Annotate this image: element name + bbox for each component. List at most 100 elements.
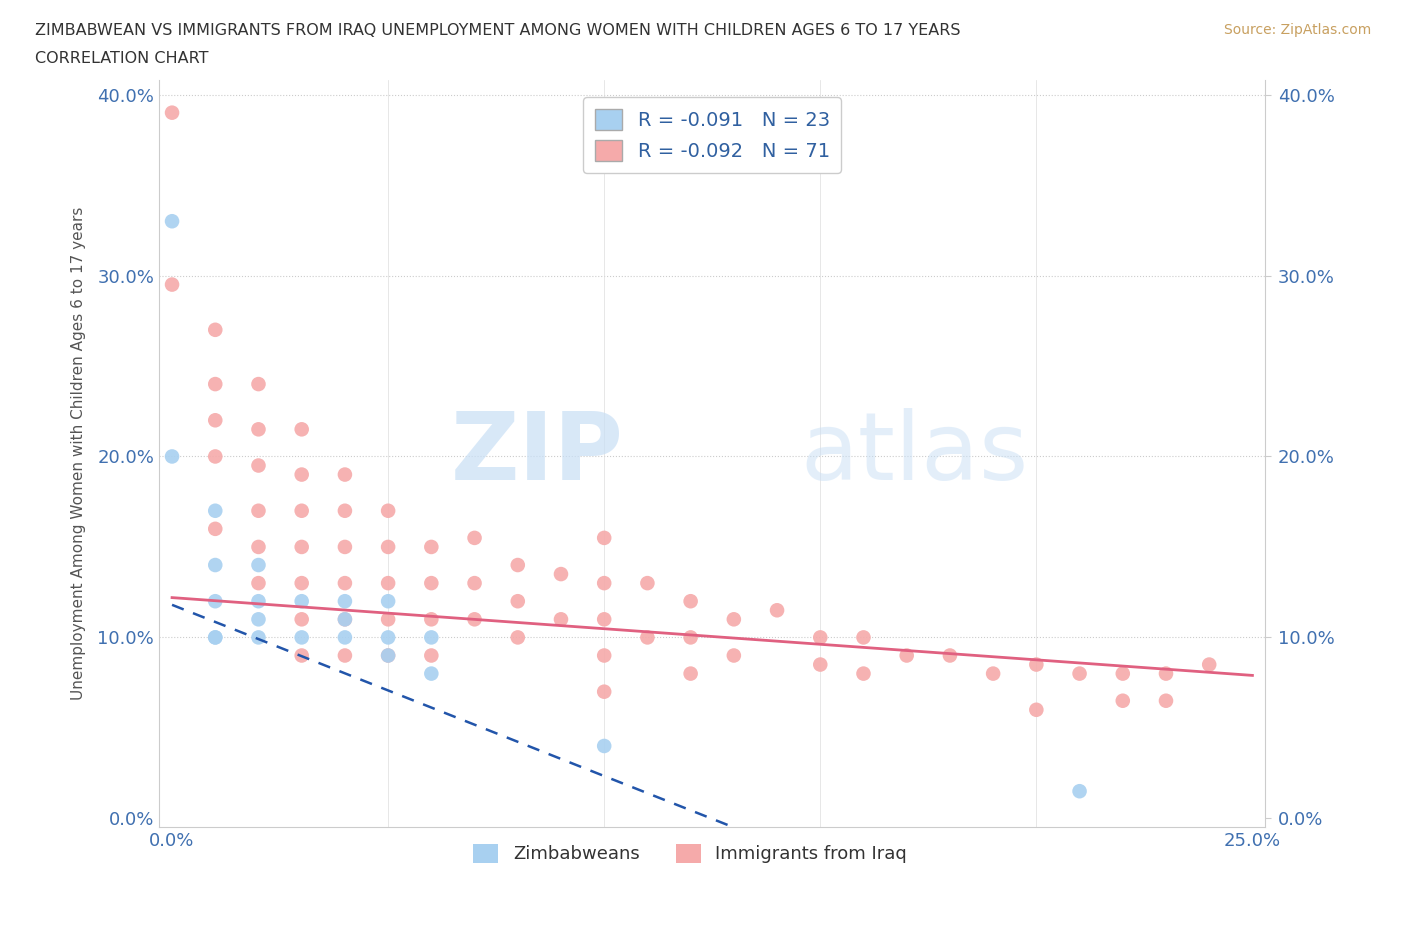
Point xyxy=(204,449,226,464)
Point xyxy=(247,422,270,437)
Point xyxy=(723,612,745,627)
Point xyxy=(420,666,443,681)
Point xyxy=(420,576,443,591)
Point xyxy=(377,503,399,518)
Point xyxy=(204,377,226,392)
Point xyxy=(766,603,789,618)
Point xyxy=(808,658,831,672)
Point xyxy=(464,612,486,627)
Point xyxy=(636,630,658,644)
Point xyxy=(420,539,443,554)
Point xyxy=(204,558,226,573)
Point xyxy=(1112,666,1135,681)
Point xyxy=(464,530,486,545)
Point xyxy=(247,503,270,518)
Point xyxy=(1198,658,1220,672)
Point xyxy=(1154,693,1177,708)
Point xyxy=(160,214,183,229)
Point xyxy=(852,630,875,644)
Point xyxy=(333,503,356,518)
Point xyxy=(420,630,443,644)
Point xyxy=(679,630,702,644)
Point xyxy=(506,630,529,644)
Point xyxy=(247,377,270,392)
Point xyxy=(550,612,572,627)
Point xyxy=(333,467,356,482)
Point xyxy=(723,648,745,663)
Point xyxy=(420,648,443,663)
Point xyxy=(291,648,314,663)
Point xyxy=(593,648,616,663)
Point xyxy=(593,738,616,753)
Point xyxy=(593,612,616,627)
Point xyxy=(636,576,658,591)
Point xyxy=(291,467,314,482)
Point xyxy=(464,576,486,591)
Point xyxy=(593,530,616,545)
Point xyxy=(377,593,399,608)
Point xyxy=(333,593,356,608)
Point xyxy=(291,593,314,608)
Point xyxy=(333,576,356,591)
Point xyxy=(1025,658,1047,672)
Point xyxy=(204,323,226,338)
Point xyxy=(291,422,314,437)
Point xyxy=(852,666,875,681)
Point xyxy=(247,539,270,554)
Point xyxy=(939,648,962,663)
Point xyxy=(333,648,356,663)
Point xyxy=(333,539,356,554)
Legend: Zimbabweans, Immigrants from Iraq: Zimbabweans, Immigrants from Iraq xyxy=(465,836,914,870)
Point xyxy=(377,648,399,663)
Point xyxy=(247,630,270,644)
Point xyxy=(506,558,529,573)
Point xyxy=(333,612,356,627)
Point xyxy=(160,277,183,292)
Point xyxy=(679,593,702,608)
Point xyxy=(291,612,314,627)
Point xyxy=(247,458,270,473)
Text: ZIP: ZIP xyxy=(451,407,624,499)
Point xyxy=(247,576,270,591)
Point xyxy=(981,666,1004,681)
Point xyxy=(247,612,270,627)
Point xyxy=(204,593,226,608)
Point xyxy=(204,522,226,537)
Point xyxy=(204,413,226,428)
Point xyxy=(377,648,399,663)
Point xyxy=(247,593,270,608)
Point xyxy=(506,593,529,608)
Point xyxy=(593,576,616,591)
Point xyxy=(377,576,399,591)
Point xyxy=(160,449,183,464)
Point xyxy=(247,558,270,573)
Point xyxy=(550,566,572,581)
Text: CORRELATION CHART: CORRELATION CHART xyxy=(35,51,208,66)
Point xyxy=(160,105,183,120)
Point xyxy=(291,576,314,591)
Point xyxy=(377,630,399,644)
Point xyxy=(291,630,314,644)
Point xyxy=(291,503,314,518)
Point xyxy=(679,666,702,681)
Point xyxy=(420,612,443,627)
Point xyxy=(1025,702,1047,717)
Point xyxy=(377,539,399,554)
Point xyxy=(377,612,399,627)
Point xyxy=(204,630,226,644)
Point xyxy=(291,539,314,554)
Text: ZIMBABWEAN VS IMMIGRANTS FROM IRAQ UNEMPLOYMENT AMONG WOMEN WITH CHILDREN AGES 6: ZIMBABWEAN VS IMMIGRANTS FROM IRAQ UNEMP… xyxy=(35,23,960,38)
Point xyxy=(808,630,831,644)
Point xyxy=(1069,784,1091,799)
Point xyxy=(593,684,616,699)
Point xyxy=(204,630,226,644)
Point xyxy=(1112,693,1135,708)
Point xyxy=(333,630,356,644)
Point xyxy=(333,612,356,627)
Y-axis label: Unemployment Among Women with Children Ages 6 to 17 years: Unemployment Among Women with Children A… xyxy=(72,207,86,700)
Point xyxy=(204,503,226,518)
Text: atlas: atlas xyxy=(801,407,1029,499)
Point xyxy=(1069,666,1091,681)
Point xyxy=(1154,666,1177,681)
Text: Source: ZipAtlas.com: Source: ZipAtlas.com xyxy=(1223,23,1371,37)
